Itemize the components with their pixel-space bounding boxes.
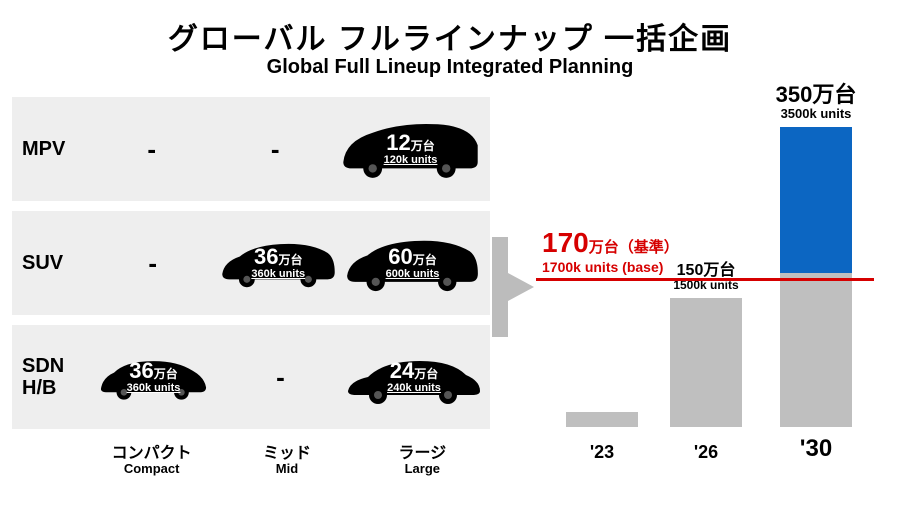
row-label-mpv: MPV: [18, 138, 90, 160]
x-label-26: '26: [670, 442, 742, 463]
cell-suv-large: 60万台 600k units: [341, 232, 484, 295]
page-title-jp: グローバル フルラインナップ 一括企画: [0, 14, 900, 58]
x-label-23: '23: [566, 442, 638, 463]
car-volume-label: 24万台 240k units: [344, 360, 484, 394]
cell-sdn-large: 24万台 240k units: [344, 346, 484, 408]
cell-mpv-large: 12万台 120k units: [337, 117, 484, 182]
car-volume-label: 60万台 600k units: [341, 246, 484, 280]
bar-label-30: 350万台3500k units: [756, 83, 876, 121]
col-header-large: ラージLarge: [355, 439, 490, 476]
arrow-icon: [490, 97, 536, 477]
bar-23: [566, 412, 638, 427]
cell-mpv-compact: -: [90, 134, 214, 165]
car-volume-label: 36万台 360k units: [90, 360, 217, 394]
bar-30: [780, 273, 852, 427]
col-header-mid: ミッドMid: [219, 439, 354, 476]
bar-30-colored: [780, 127, 852, 273]
cell-sdn-mid: -: [217, 362, 344, 393]
volume-bar-chart: 150万台1500k units350万台3500k units170万台（基準…: [536, 97, 874, 477]
matrix-row-sdn: SDNH/B 36万台 360k units - 24万台 240k units: [12, 325, 490, 429]
matrix-row-suv: SUV- 36万台 360k units 60万台 600k units: [12, 211, 490, 315]
row-label-suv: SUV: [18, 252, 90, 274]
baseline-line: [536, 278, 874, 281]
matrix-row-mpv: MPV-- 12万台 120k units: [12, 97, 490, 201]
bar-26: [670, 298, 742, 427]
page-title-en: Global Full Lineup Integrated Planning: [0, 56, 900, 79]
cell-suv-mid: 36万台 360k units: [216, 236, 342, 291]
cell-suv-compact: -: [90, 248, 216, 279]
cell-mpv-mid: -: [214, 134, 338, 165]
car-volume-label: 36万台 360k units: [216, 246, 342, 280]
lineup-matrix: MPV-- 12万台 120k units SUV- 36万台 360k uni…: [0, 97, 490, 477]
column-headers: コンパクトCompactミッドMidラージLarge: [12, 439, 490, 476]
cell-sdn-compact: 36万台 360k units: [90, 352, 217, 403]
col-header-compact: コンパクトCompact: [84, 439, 219, 476]
row-label-sdn: SDNH/B: [18, 355, 90, 399]
car-volume-label: 12万台 120k units: [337, 132, 484, 166]
baseline-label: 170万台（基準）1700k units (base): [542, 227, 679, 275]
x-label-30: '30: [780, 435, 852, 463]
